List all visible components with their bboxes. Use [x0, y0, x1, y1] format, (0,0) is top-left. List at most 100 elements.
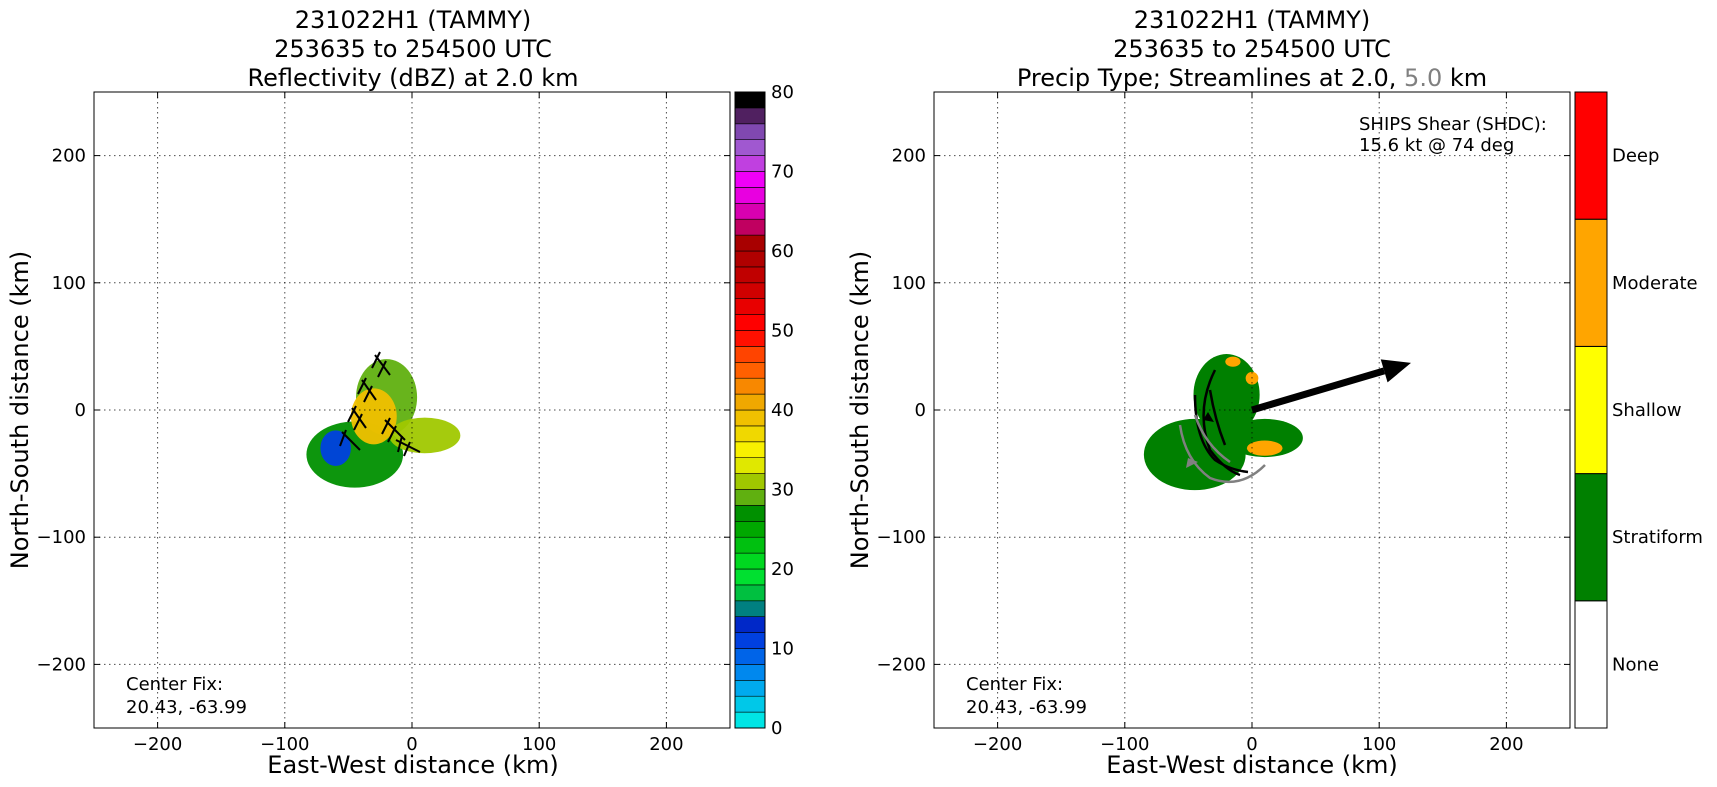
category-label: None — [1612, 654, 1659, 675]
y-tick-label: −200 — [877, 654, 926, 675]
colorbar-bin — [734, 393, 766, 411]
streamline-black — [1208, 389, 1227, 446]
shear-shaft — [1251, 367, 1386, 414]
colorbar-bin — [734, 568, 766, 586]
colorbar-tick-label: 50 — [771, 321, 794, 342]
colorbar-bin — [734, 616, 766, 633]
colorbar-bin — [734, 107, 766, 125]
right-title-line-3: Precip Type; Streamlines at 2.0, 5.0 km — [1017, 64, 1487, 92]
colorbar-bin — [734, 282, 766, 299]
left-axis-ticks: −200 −100 0 100 200 −200 −100 0 100 200 — [37, 92, 730, 755]
colorbar-bin — [734, 600, 766, 617]
category-swatch — [1574, 600, 1608, 729]
x-tick-label: 0 — [1246, 734, 1257, 755]
barb-line — [357, 377, 377, 403]
left-center-fix-label: Center Fix: — [126, 674, 223, 695]
x-tick-label: 100 — [522, 734, 556, 755]
category-label: Shallow — [1612, 400, 1682, 421]
colorbar-bin — [734, 711, 766, 729]
colorbar-bin — [734, 489, 766, 506]
streamline-arrowhead — [1186, 458, 1198, 468]
shear-vector-arrow — [1251, 359, 1411, 414]
colorbar-tick-label: 10 — [771, 639, 794, 660]
wind-barbs — [339, 351, 421, 457]
colorbar-bin — [734, 679, 766, 697]
y-tick-label: −200 — [37, 654, 86, 675]
category-swatch — [1574, 218, 1608, 347]
colorbar-tick-label: 80 — [771, 82, 794, 103]
category-label: Moderate — [1612, 273, 1698, 294]
precip-region — [1246, 440, 1283, 456]
colorbar-bin — [734, 425, 766, 443]
y-tick-label: 0 — [915, 400, 926, 421]
colorbar-bin — [734, 664, 766, 681]
colorbar-bin — [734, 91, 766, 109]
colorbar-bin — [734, 536, 766, 554]
x-tick-label: 200 — [1489, 734, 1523, 755]
right-title-line-2: 253635 to 254500 UTC — [1113, 35, 1391, 63]
colorbar-bin — [734, 155, 766, 172]
category-label: Stratiform — [1612, 527, 1703, 548]
colorbar-tick-label: 20 — [771, 559, 794, 580]
colorbar-bin — [734, 377, 766, 395]
x-tick-label: −200 — [133, 734, 182, 755]
right-title-line-1: 231022H1 (TAMMY) — [1134, 6, 1371, 34]
colorbar-tick-label: 70 — [771, 162, 794, 183]
left-title-line-1: 231022H1 (TAMMY) — [295, 6, 532, 34]
colorbar-bin — [734, 695, 766, 713]
colorbar-tick-label: 40 — [771, 400, 794, 421]
streamline-arrowhead — [1203, 412, 1214, 422]
barb-line — [371, 351, 391, 378]
reflectivity-field — [306, 359, 461, 488]
streamline-gray — [1193, 414, 1231, 464]
barb-line — [347, 405, 367, 431]
right-x-axis-label: East-West distance (km) — [1106, 751, 1397, 779]
y-tick-label: 100 — [52, 273, 86, 294]
precip-type-field — [1143, 354, 1303, 491]
right-center-fix-label: Center Fix: — [966, 674, 1063, 695]
colorbar-bin — [734, 361, 766, 379]
colorbar-bin — [734, 123, 766, 141]
precip-region — [1143, 418, 1246, 491]
colorbar-bin — [734, 250, 766, 268]
y-tick-label: 200 — [892, 146, 926, 167]
precip-type-colorbar: None Stratiform Shallow Moderate Deep — [1574, 91, 1703, 729]
title-part-c: km — [1450, 64, 1487, 92]
colorbar-bin — [734, 473, 766, 490]
reflectivity-panel: 231022H1 (TAMMY) 253635 to 254500 UTC Re… — [6, 6, 794, 779]
y-tick-label: 100 — [892, 273, 926, 294]
colorbar-bin — [734, 171, 766, 188]
colorbar-bin — [734, 441, 766, 458]
left-center-fix-value: 20.43, -63.99 — [126, 697, 247, 718]
echo-region — [350, 388, 397, 445]
colorbar-tick-label: 30 — [771, 480, 794, 501]
colorbar-bin — [734, 187, 766, 204]
colorbar-bin — [734, 632, 766, 649]
precip-region — [1193, 354, 1260, 436]
colorbar-bin — [734, 346, 766, 363]
colorbar-bin — [734, 648, 766, 665]
colorbar-bin — [734, 314, 766, 331]
x-tick-label: 0 — [406, 734, 417, 755]
colorbar-bin — [734, 330, 766, 347]
x-tick-label: 100 — [1362, 734, 1396, 755]
colorbar-bin — [734, 505, 766, 522]
right-gridlines — [934, 92, 1570, 728]
colorbar-bin — [734, 298, 766, 315]
left-gridlines — [94, 92, 730, 728]
precip-region — [1225, 356, 1241, 367]
colorbar-bin — [734, 139, 766, 156]
shear-value: 15.6 kt @ 74 deg — [1359, 135, 1514, 156]
category-label: Deep — [1612, 146, 1659, 167]
category-swatch — [1574, 91, 1608, 220]
colorbar-bin — [734, 520, 766, 538]
right-center-fix-value: 20.43, -63.99 — [966, 697, 1087, 718]
precip-region — [1226, 418, 1303, 458]
left-y-axis-label: North-South distance (km) — [6, 251, 34, 570]
barb-line — [339, 429, 361, 451]
colorbar-bin — [734, 552, 766, 570]
colorbar-bin — [734, 203, 766, 220]
streamline-black — [1202, 369, 1241, 477]
x-tick-label: −100 — [1100, 734, 1149, 755]
